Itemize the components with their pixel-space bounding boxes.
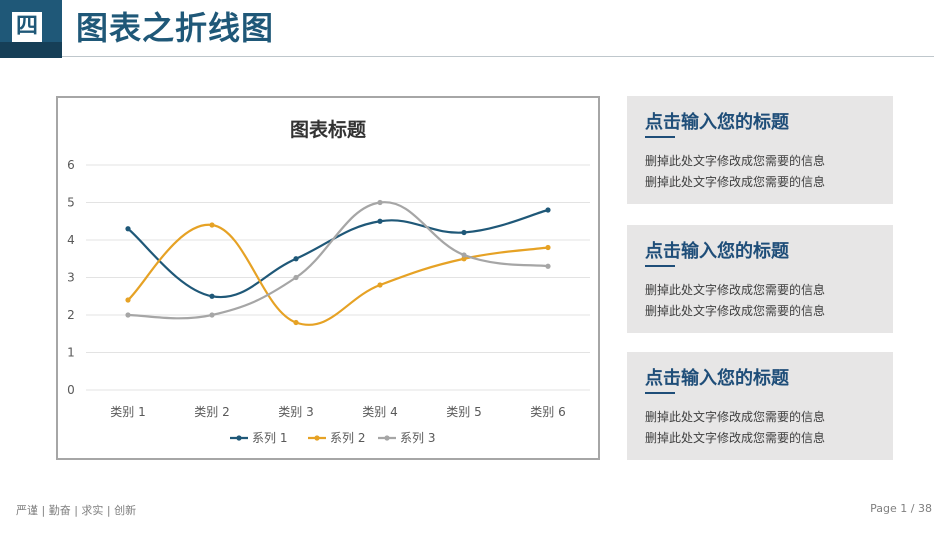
data-point: [377, 218, 383, 224]
info-card-3[interactable]: 点击输入您的标题 删掉此处文字修改成您需要的信息 删掉此处文字修改成您需要的信息: [627, 352, 893, 460]
chart-canvas: 图表标题 0 1 2 3 4 5 6 类别 1 类别 2 类别 3 类别 4 类别 5 类别 6 系列 1 系…: [67, 118, 590, 445]
legend-label: 系列 3: [400, 431, 435, 445]
info-card-2[interactable]: 点击输入您的标题 删掉此处文字修改成您需要的信息 删掉此处文字修改成您需要的信息: [627, 225, 893, 333]
info-card-1[interactable]: 点击输入您的标题 删掉此处文字修改成您需要的信息 删掉此处文字修改成您需要的信息: [627, 96, 893, 204]
data-point: [125, 297, 131, 303]
page-number: Page 1 / 38: [870, 502, 932, 515]
y-tick-label: 1: [67, 346, 75, 360]
data-point: [545, 263, 551, 269]
data-point: [461, 256, 467, 262]
card-title-underline: [645, 136, 675, 138]
card-title[interactable]: 点击输入您的标题: [645, 241, 789, 262]
y-tick-label: 2: [67, 308, 75, 322]
data-point: [293, 256, 299, 262]
x-tick-label: 类别 4: [362, 405, 397, 419]
data-point: [125, 226, 131, 232]
x-tick-label: 类别 5: [446, 405, 481, 419]
series-line-3: [127, 201, 549, 320]
card-text-line[interactable]: 删掉此处文字修改成您需要的信息: [645, 410, 826, 424]
y-tick-label: 3: [67, 271, 75, 285]
series-line-1: [127, 208, 549, 299]
data-point: [377, 199, 383, 206]
data-point: [209, 222, 215, 228]
card-text-line[interactable]: 删掉此处文字修改成您需要的信息: [645, 304, 826, 318]
header-divider: [62, 56, 934, 57]
card-title-underline: [645, 265, 675, 267]
legend-marker: [384, 435, 390, 441]
line-chart[interactable]: 图表标题 0 1 2 3 4 5 6 类别 1 类别 2 类别 3 类别 4 类别 5 类别 6 系列 1 系…: [56, 96, 600, 460]
card-title[interactable]: 点击输入您的标题: [645, 368, 789, 389]
card-text-line[interactable]: 删掉此处文字修改成您需要的信息: [645, 154, 826, 168]
x-tick-label: 类别 2: [194, 405, 229, 419]
section-badge: 四: [0, 0, 62, 58]
x-tick-label: 类别 1: [110, 405, 145, 419]
data-point: [545, 207, 551, 213]
y-tick-label: 6: [67, 158, 75, 172]
legend-label: 系列 1: [252, 431, 287, 445]
data-point: [461, 252, 467, 258]
data-point: [293, 319, 299, 326]
data-point: [461, 229, 467, 236]
legend-marker: [314, 435, 320, 441]
x-tick-label: 类别 6: [530, 405, 565, 419]
data-point: [209, 312, 215, 318]
card-title-underline: [645, 392, 675, 394]
page-title: 图表之折线图: [76, 9, 275, 47]
card-title[interactable]: 点击输入您的标题: [645, 112, 789, 133]
section-number: 四: [12, 12, 42, 42]
card-text-line[interactable]: 删掉此处文字修改成您需要的信息: [645, 431, 826, 445]
y-tick-label: 0: [67, 383, 75, 397]
card-text-line[interactable]: 删掉此处文字修改成您需要的信息: [645, 283, 826, 297]
data-point: [293, 274, 299, 281]
legend-label: 系列 2: [330, 431, 365, 445]
footer-motto: 严谨 | 勤奋 | 求实 | 创新: [16, 504, 137, 517]
card-text-line[interactable]: 删掉此处文字修改成您需要的信息: [645, 175, 826, 189]
legend-marker: [236, 435, 242, 441]
chart-title: 图表标题: [290, 118, 366, 141]
data-point: [545, 244, 551, 251]
data-point: [125, 312, 131, 318]
data-point: [377, 282, 383, 288]
y-tick-label: 5: [67, 196, 75, 210]
data-point: [209, 293, 215, 299]
y-tick-label: 4: [67, 233, 75, 247]
x-tick-label: 类别 3: [278, 405, 313, 419]
